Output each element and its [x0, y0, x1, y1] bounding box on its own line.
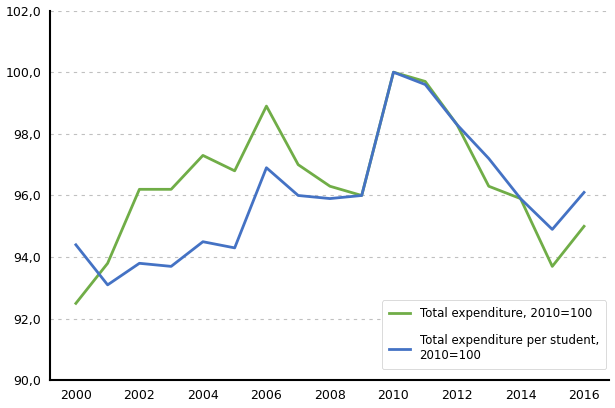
- Total expenditure per student,
2010=100: [549, 227, 556, 232]
- Total expenditure per student,
2010=100: [581, 190, 588, 195]
- Total expenditure per student,
2010=100: [167, 264, 175, 269]
- Total expenditure, 2010=100: [517, 196, 524, 201]
- Legend: Total expenditure, 2010=100, Total expenditure per student,
2010=100: Total expenditure, 2010=100, Total expen…: [382, 300, 606, 370]
- Total expenditure per student,
2010=100: [390, 70, 397, 75]
- Total expenditure, 2010=100: [358, 193, 365, 198]
- Total expenditure per student,
2010=100: [199, 239, 207, 244]
- Total expenditure per student,
2010=100: [295, 193, 302, 198]
- Total expenditure per student,
2010=100: [263, 165, 270, 170]
- Line: Total expenditure, 2010=100: Total expenditure, 2010=100: [76, 72, 584, 304]
- Total expenditure, 2010=100: [485, 184, 493, 188]
- Total expenditure per student,
2010=100: [485, 156, 493, 161]
- Line: Total expenditure per student,
2010=100: Total expenditure per student, 2010=100: [76, 72, 584, 285]
- Total expenditure, 2010=100: [231, 169, 239, 173]
- Total expenditure, 2010=100: [136, 187, 143, 192]
- Total expenditure, 2010=100: [295, 162, 302, 167]
- Total expenditure, 2010=100: [390, 70, 397, 75]
- Total expenditure per student,
2010=100: [327, 196, 334, 201]
- Total expenditure per student,
2010=100: [104, 282, 111, 287]
- Total expenditure per student,
2010=100: [453, 122, 461, 127]
- Total expenditure per student,
2010=100: [136, 261, 143, 266]
- Total expenditure per student,
2010=100: [421, 82, 429, 87]
- Total expenditure, 2010=100: [104, 261, 111, 266]
- Total expenditure, 2010=100: [453, 122, 461, 127]
- Total expenditure, 2010=100: [199, 153, 207, 158]
- Total expenditure, 2010=100: [421, 79, 429, 84]
- Total expenditure per student,
2010=100: [358, 193, 365, 198]
- Total expenditure per student,
2010=100: [72, 242, 79, 247]
- Total expenditure per student,
2010=100: [517, 196, 524, 201]
- Total expenditure, 2010=100: [263, 104, 270, 109]
- Total expenditure, 2010=100: [167, 187, 175, 192]
- Total expenditure, 2010=100: [581, 224, 588, 229]
- Total expenditure, 2010=100: [549, 264, 556, 269]
- Total expenditure per student,
2010=100: [231, 246, 239, 251]
- Total expenditure, 2010=100: [327, 184, 334, 188]
- Total expenditure, 2010=100: [72, 301, 79, 306]
